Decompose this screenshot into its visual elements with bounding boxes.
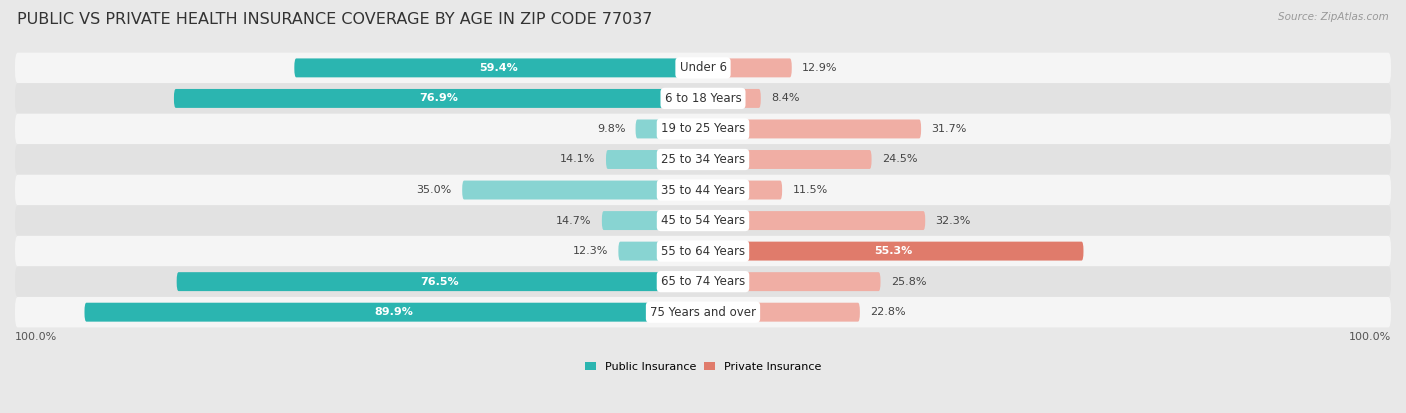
Text: 14.1%: 14.1%: [561, 154, 596, 164]
Text: 45 to 54 Years: 45 to 54 Years: [661, 214, 745, 227]
Text: PUBLIC VS PRIVATE HEALTH INSURANCE COVERAGE BY AGE IN ZIP CODE 77037: PUBLIC VS PRIVATE HEALTH INSURANCE COVER…: [17, 12, 652, 27]
Text: Source: ZipAtlas.com: Source: ZipAtlas.com: [1278, 12, 1389, 22]
FancyBboxPatch shape: [177, 272, 703, 291]
FancyBboxPatch shape: [15, 205, 1391, 236]
FancyBboxPatch shape: [703, 89, 761, 108]
Text: 12.9%: 12.9%: [801, 63, 838, 73]
Text: 11.5%: 11.5%: [793, 185, 828, 195]
Text: 14.7%: 14.7%: [555, 216, 592, 225]
Text: 89.9%: 89.9%: [374, 307, 413, 317]
Text: 65 to 74 Years: 65 to 74 Years: [661, 275, 745, 288]
FancyBboxPatch shape: [15, 114, 1391, 144]
Text: 25.8%: 25.8%: [891, 277, 927, 287]
Text: 6 to 18 Years: 6 to 18 Years: [665, 92, 741, 105]
FancyBboxPatch shape: [15, 236, 1391, 266]
FancyBboxPatch shape: [703, 180, 782, 199]
Text: 9.8%: 9.8%: [596, 124, 626, 134]
FancyBboxPatch shape: [15, 52, 1391, 83]
Text: 31.7%: 31.7%: [931, 124, 967, 134]
Text: 100.0%: 100.0%: [15, 332, 58, 342]
FancyBboxPatch shape: [602, 211, 703, 230]
FancyBboxPatch shape: [15, 175, 1391, 205]
FancyBboxPatch shape: [174, 89, 703, 108]
Text: 35.0%: 35.0%: [416, 185, 451, 195]
FancyBboxPatch shape: [703, 272, 880, 291]
FancyBboxPatch shape: [15, 297, 1391, 328]
FancyBboxPatch shape: [636, 119, 703, 138]
Text: 19 to 25 Years: 19 to 25 Years: [661, 123, 745, 135]
FancyBboxPatch shape: [294, 58, 703, 77]
Text: 12.3%: 12.3%: [572, 246, 607, 256]
FancyBboxPatch shape: [606, 150, 703, 169]
FancyBboxPatch shape: [703, 303, 860, 322]
FancyBboxPatch shape: [15, 144, 1391, 175]
Text: 100.0%: 100.0%: [1348, 332, 1391, 342]
Text: 35 to 44 Years: 35 to 44 Years: [661, 183, 745, 197]
Text: 59.4%: 59.4%: [479, 63, 517, 73]
Legend: Public Insurance, Private Insurance: Public Insurance, Private Insurance: [585, 362, 821, 372]
FancyBboxPatch shape: [703, 58, 792, 77]
FancyBboxPatch shape: [703, 242, 1084, 261]
Text: Under 6: Under 6: [679, 62, 727, 74]
Text: 32.3%: 32.3%: [935, 216, 972, 225]
FancyBboxPatch shape: [619, 242, 703, 261]
FancyBboxPatch shape: [15, 266, 1391, 297]
FancyBboxPatch shape: [703, 211, 925, 230]
Text: 75 Years and over: 75 Years and over: [650, 306, 756, 319]
Text: 22.8%: 22.8%: [870, 307, 905, 317]
FancyBboxPatch shape: [84, 303, 703, 322]
Text: 24.5%: 24.5%: [882, 154, 917, 164]
FancyBboxPatch shape: [15, 83, 1391, 114]
Text: 8.4%: 8.4%: [770, 93, 800, 103]
Text: 76.9%: 76.9%: [419, 93, 458, 103]
FancyBboxPatch shape: [463, 180, 703, 199]
Text: 76.5%: 76.5%: [420, 277, 460, 287]
Text: 55.3%: 55.3%: [875, 246, 912, 256]
Text: 55 to 64 Years: 55 to 64 Years: [661, 244, 745, 258]
Text: 25 to 34 Years: 25 to 34 Years: [661, 153, 745, 166]
FancyBboxPatch shape: [703, 119, 921, 138]
FancyBboxPatch shape: [703, 150, 872, 169]
